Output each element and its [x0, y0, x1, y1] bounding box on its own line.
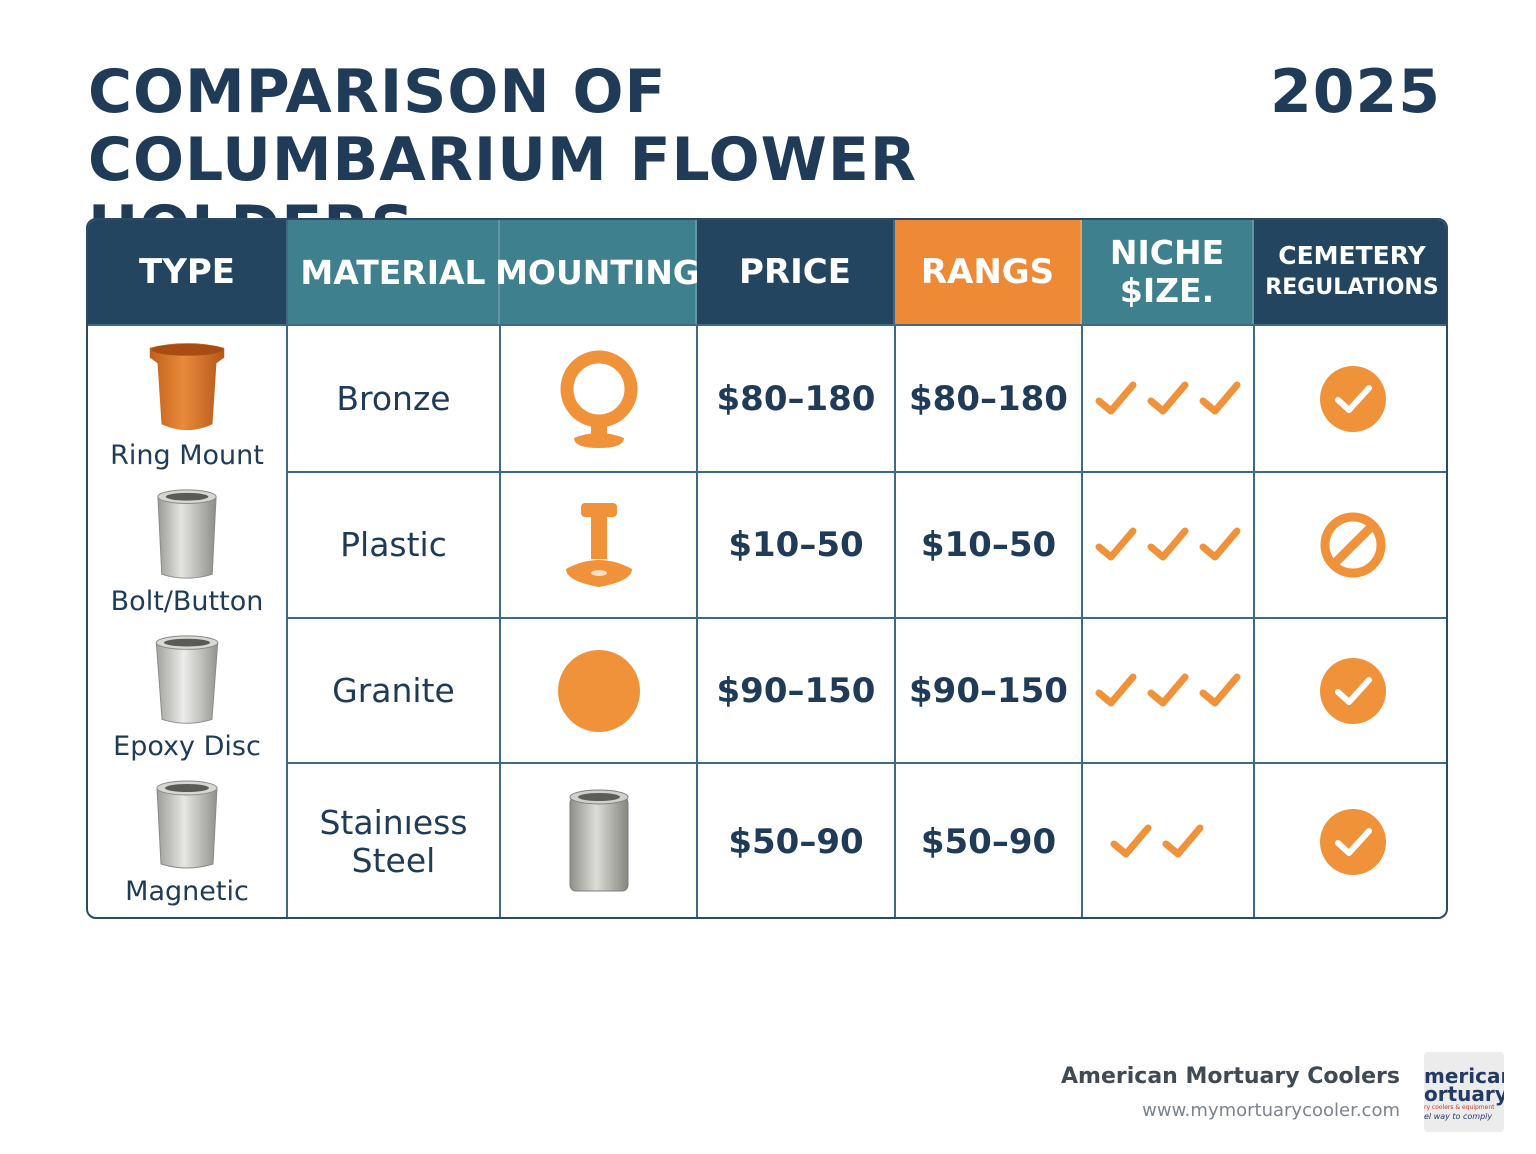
type-label: Ring Mount [110, 440, 264, 471]
check-icon [1147, 527, 1189, 561]
grid-line [1253, 324, 1255, 917]
table-row-type: Magnetic [88, 764, 286, 917]
grid-line [88, 324, 1446, 326]
rangs-cell: $50–90 [920, 821, 1057, 862]
prohibited-icon [1320, 512, 1385, 578]
grid-line [1081, 324, 1083, 917]
ring-mount-icon [560, 350, 637, 448]
regulation-cell [1255, 473, 1446, 617]
niche-size-checks [1083, 619, 1253, 762]
mounting-cell [501, 326, 696, 471]
niche-size-checks [1083, 326, 1253, 471]
check-icon [1110, 824, 1152, 857]
bronze-vase-icon [149, 342, 225, 431]
rangs-cell: $10–50 [920, 525, 1057, 565]
header-price: PRICE [697, 220, 895, 324]
check-icon [1095, 527, 1137, 561]
regulation-cell [1255, 764, 1446, 917]
header-niche-size: NICHE $IZE. [1082, 220, 1254, 324]
regulation-cell [1255, 619, 1446, 762]
material-cell: Granite [332, 670, 455, 710]
approved-check-icon [1319, 657, 1386, 724]
mounting-cell [501, 619, 696, 762]
grid-line [894, 324, 896, 917]
table-row-type: Bolt/Button [88, 473, 286, 617]
type-label: Epoxy Disc [113, 731, 261, 762]
epoxy-disc-icon [557, 649, 640, 732]
company-logo: merican ortuary ry coolers & equipment e… [1424, 1052, 1504, 1132]
type-label: Bolt/Button [110, 586, 264, 617]
table-row-type: Ring Mount [88, 326, 286, 471]
magnetic-cup-icon [569, 789, 628, 891]
comparison-table: TYPE MATERIAL MOUNTING PRICE RANGS NICHE… [86, 218, 1448, 919]
check-icon [1095, 673, 1137, 706]
rangs-cell: $90–150 [909, 670, 1068, 711]
steel-vase-icon [156, 780, 218, 869]
material-cell: Plastic [340, 525, 447, 564]
header-type: TYPE [88, 220, 288, 324]
grid-line [696, 324, 698, 917]
header-material: MATERIAL [288, 220, 500, 324]
company-url: www.mymortuarycooler.com [1142, 1100, 1400, 1121]
price-cell: $80–180 [716, 378, 876, 419]
price-cell: $10–50 [728, 525, 864, 565]
check-icon [1147, 673, 1189, 706]
grid-line [288, 471, 1446, 473]
check-icon [1095, 381, 1137, 414]
niche-size-checks [1083, 473, 1253, 617]
mounting-cell [501, 473, 696, 617]
grid-line [288, 762, 1446, 764]
header-cemetery-regulations: CEMETERY REGULATIONS [1254, 220, 1446, 324]
plastic-vase-icon [157, 489, 217, 579]
regulation-cell [1255, 326, 1446, 471]
header-mounting: MOUNTING [495, 220, 700, 324]
check-icon [1199, 673, 1241, 706]
year-label: 2025 [1270, 57, 1441, 127]
grid-line [288, 617, 1446, 619]
check-icon [1199, 527, 1241, 561]
material-cell: Stainıess Steel [319, 802, 468, 880]
price-cell: $90–150 [716, 670, 876, 711]
niche-size-checks [1083, 764, 1253, 917]
bolt-button-icon [565, 503, 632, 587]
approved-check-icon [1319, 808, 1386, 875]
check-icon [1162, 824, 1204, 857]
page-title: COMPARISON OF COLUMBARIUM FLOWER HOLDERS [88, 57, 918, 262]
grid-line [499, 324, 501, 917]
company-name: American Mortuary Coolers [1061, 1064, 1400, 1089]
mounting-cell [501, 764, 696, 917]
header-rangs: RANGS [895, 220, 1082, 324]
rangs-cell: $80–180 [909, 378, 1068, 419]
type-label: Magnetic [125, 876, 249, 907]
material-cell: Bronze [336, 378, 451, 418]
granite-vase-icon [155, 635, 219, 724]
approved-check-icon [1319, 365, 1386, 432]
check-icon [1199, 381, 1241, 414]
table-row-type: Epoxy Disc [88, 619, 286, 762]
price-cell: $50–90 [728, 821, 864, 862]
check-icon [1147, 381, 1189, 414]
grid-line [286, 324, 288, 917]
